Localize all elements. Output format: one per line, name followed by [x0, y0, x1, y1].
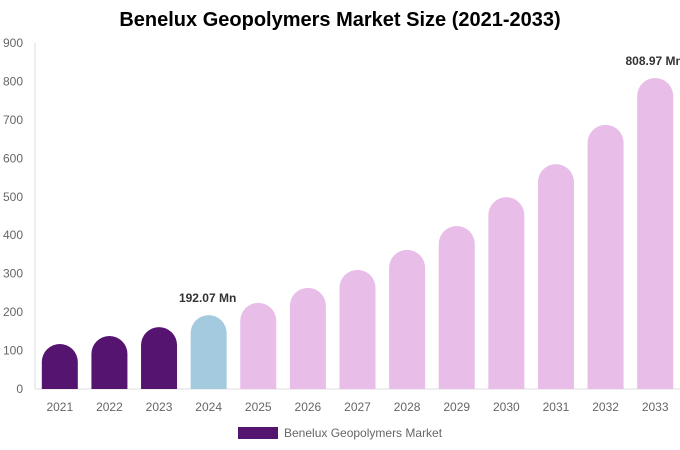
bar-2021: [41, 344, 78, 389]
bar-2028: [389, 249, 426, 389]
y-tick-label: 600: [3, 151, 23, 165]
x-tick-label: 2029: [443, 400, 470, 414]
x-tick-label: 2023: [146, 400, 173, 414]
data-label: 808.97 Mn: [626, 54, 680, 68]
bar-2031: [537, 164, 574, 389]
bar-2027: [339, 269, 376, 389]
x-tick-label: 2028: [394, 400, 421, 414]
bar-2026: [289, 287, 326, 389]
chart-title: Benelux Geopolymers Market Size (2021-20…: [119, 9, 561, 31]
x-tick-label: 2024: [195, 400, 222, 414]
legend-label: Benelux Geopolymers Market: [284, 426, 443, 440]
bar-2033: [637, 77, 674, 390]
y-tick-label: 100: [3, 344, 23, 358]
bar-2023: [141, 327, 178, 389]
bar-2022: [91, 335, 128, 389]
y-tick-label: 300: [3, 267, 23, 281]
bar-2029: [438, 225, 475, 389]
y-tick-label: 0: [16, 382, 23, 396]
x-tick-label: 2022: [96, 400, 123, 414]
y-tick-label: 400: [3, 228, 23, 242]
y-tick-label: 700: [3, 113, 23, 127]
x-tick-label: 2032: [592, 400, 619, 414]
x-tick-label: 2025: [245, 400, 272, 414]
y-tick-label: 500: [3, 190, 23, 204]
x-tick-label: 2033: [642, 400, 669, 414]
x-tick-label: 2030: [493, 400, 520, 414]
bar-2032: [587, 124, 624, 390]
bar-2030: [488, 197, 525, 389]
y-tick-label: 800: [3, 74, 23, 88]
x-tick-label: 2031: [543, 400, 570, 414]
y-tick-label: 900: [3, 36, 23, 50]
y-tick-label: 200: [3, 305, 23, 319]
x-tick-label: 2021: [46, 400, 73, 414]
x-tick-label: 2026: [295, 400, 322, 414]
legend-swatch: [238, 427, 278, 439]
legend[interactable]: Benelux Geopolymers Market: [238, 426, 442, 440]
bar-2024: [190, 315, 227, 389]
bar-2025: [240, 302, 277, 389]
x-tick-label: 2027: [344, 400, 371, 414]
data-label: 192.07 Mn: [179, 291, 236, 305]
